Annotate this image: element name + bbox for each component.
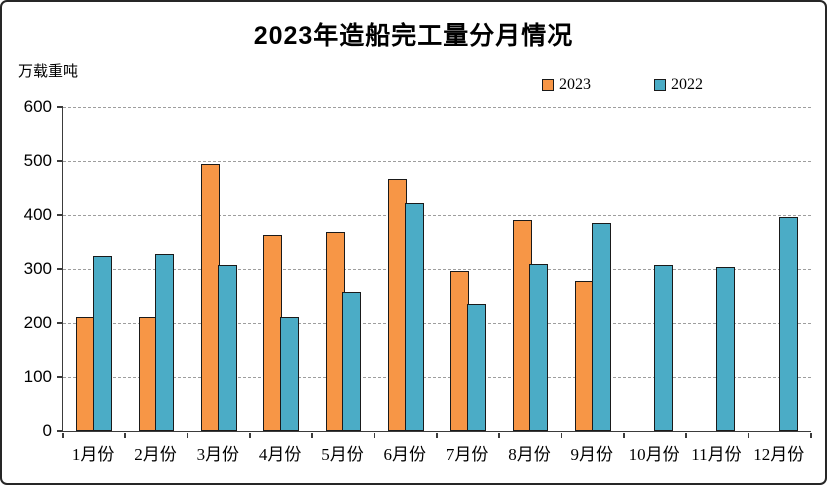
x-axis-tick-mark (186, 432, 189, 438)
bar-2022-1月份 (93, 255, 113, 431)
x-axis-tick-mark (685, 432, 687, 438)
month-group-12月份 (749, 107, 811, 431)
month-group-6月份 (375, 107, 437, 431)
month-group-5月份 (312, 107, 374, 431)
y-axis-tick-mark (57, 376, 63, 378)
bar-2022-8月份 (529, 263, 549, 431)
x-axis-tick-label-7月份: 7月份 (445, 445, 489, 464)
y-axis-tick-mark (57, 430, 63, 432)
bar-2022-12月份 (778, 216, 798, 431)
y-axis-tick-mark (57, 106, 63, 108)
x-axis-tick-label-9月份: 9月份 (570, 445, 614, 464)
y-axis-tick-mark (57, 214, 63, 216)
x-axis-tick-mark (311, 432, 313, 438)
bar-2022-6月份 (404, 203, 424, 431)
legend-swatch-2022 (654, 79, 666, 91)
bar-2022-2月份 (155, 254, 175, 431)
month-group-2月份 (125, 107, 187, 431)
bar-2022-7月份 (467, 303, 487, 431)
bar-2022-4月份 (280, 317, 300, 431)
y-axis-tick-label-500: 500 (23, 151, 52, 170)
gridline-400 (63, 215, 811, 216)
month-group-11月份 (686, 107, 748, 431)
bar-2022-9月份 (591, 222, 611, 431)
y-axis-tick-label-200: 200 (23, 313, 52, 332)
x-axis-tick-mark (498, 432, 500, 438)
x-axis-tick-label-6月份: 6月份 (383, 445, 427, 464)
chart-title: 2023年造船完工量分月情况 (253, 22, 574, 50)
bar-2022-11月份 (716, 267, 736, 431)
x-axis-labels: 1月份 2月份 3月份 4月份 5月份 6月份 7月份 8月份 9月份 10月份 11月份 12月份 (62, 440, 810, 465)
gridline-100 (63, 377, 811, 378)
bar-2022-10月份 (654, 264, 674, 431)
y-axis-tick-mark (57, 322, 63, 324)
y-axis-tick-mark (57, 268, 63, 270)
x-axis-tick-label-8月份: 8月份 (508, 445, 551, 464)
x-axis-tick-mark (747, 432, 750, 438)
x-axis-tick-label-3月份: 3月份 (196, 445, 240, 464)
month-group-4月份 (250, 107, 312, 431)
legend-item-2023: 2023 (542, 76, 591, 94)
x-axis-tick-mark (810, 432, 812, 438)
x-axis-tick-mark (560, 432, 563, 438)
x-axis-tick-label-5月份: 5月份 (321, 445, 364, 464)
bar-2022-5月份 (342, 292, 362, 431)
plot-area (62, 107, 811, 432)
legend-item-2022: 2022 (654, 76, 703, 94)
x-axis-tick-label-12月份: 12月份 (753, 445, 805, 464)
gridline-300 (63, 269, 811, 270)
x-axis-tick-label-1月份: 1月份 (71, 445, 115, 464)
x-axis-tick-label-10月份: 10月份 (628, 445, 680, 464)
x-axis-tick-mark (62, 432, 64, 438)
x-axis-tick-mark (623, 432, 625, 438)
y-axis-tick-label-300: 300 (23, 259, 52, 278)
y-axis-tick-label-0: 0 (42, 421, 52, 440)
legend-label-2022: 2022 (671, 76, 703, 93)
gridline-200 (63, 323, 811, 324)
x-axis-tick-mark (436, 432, 438, 438)
gridline-500 (63, 161, 811, 162)
x-axis-tick-mark (249, 432, 251, 438)
x-axis-tick-mark (373, 432, 376, 438)
y-axis-unit-label: 万载重吨 (18, 64, 79, 80)
month-group-9月份 (562, 107, 624, 431)
x-axis-tick-label-2月份: 2月份 (134, 445, 177, 464)
y-axis-tick-label-100: 100 (23, 367, 52, 386)
month-group-7月份 (437, 107, 499, 431)
month-group-8月份 (499, 107, 561, 431)
month-group-3月份 (188, 107, 250, 431)
x-axis-tick-mark (124, 432, 126, 438)
gridline-600 (63, 107, 811, 108)
bar-2022-3月份 (217, 264, 237, 431)
legend-swatch-2023 (542, 79, 554, 91)
y-axis-tick-label-400: 400 (23, 205, 52, 224)
y-axis-tick-label-600: 600 (23, 97, 52, 116)
x-axis-tick-label-4月份: 4月份 (258, 445, 302, 464)
month-group-10月份 (624, 107, 686, 431)
y-axis-tick-mark (57, 160, 63, 162)
x-axis-tick-label-11月份: 11月份 (691, 445, 742, 464)
legend-label-2023: 2023 (559, 76, 591, 93)
month-group-1月份 (63, 107, 125, 431)
